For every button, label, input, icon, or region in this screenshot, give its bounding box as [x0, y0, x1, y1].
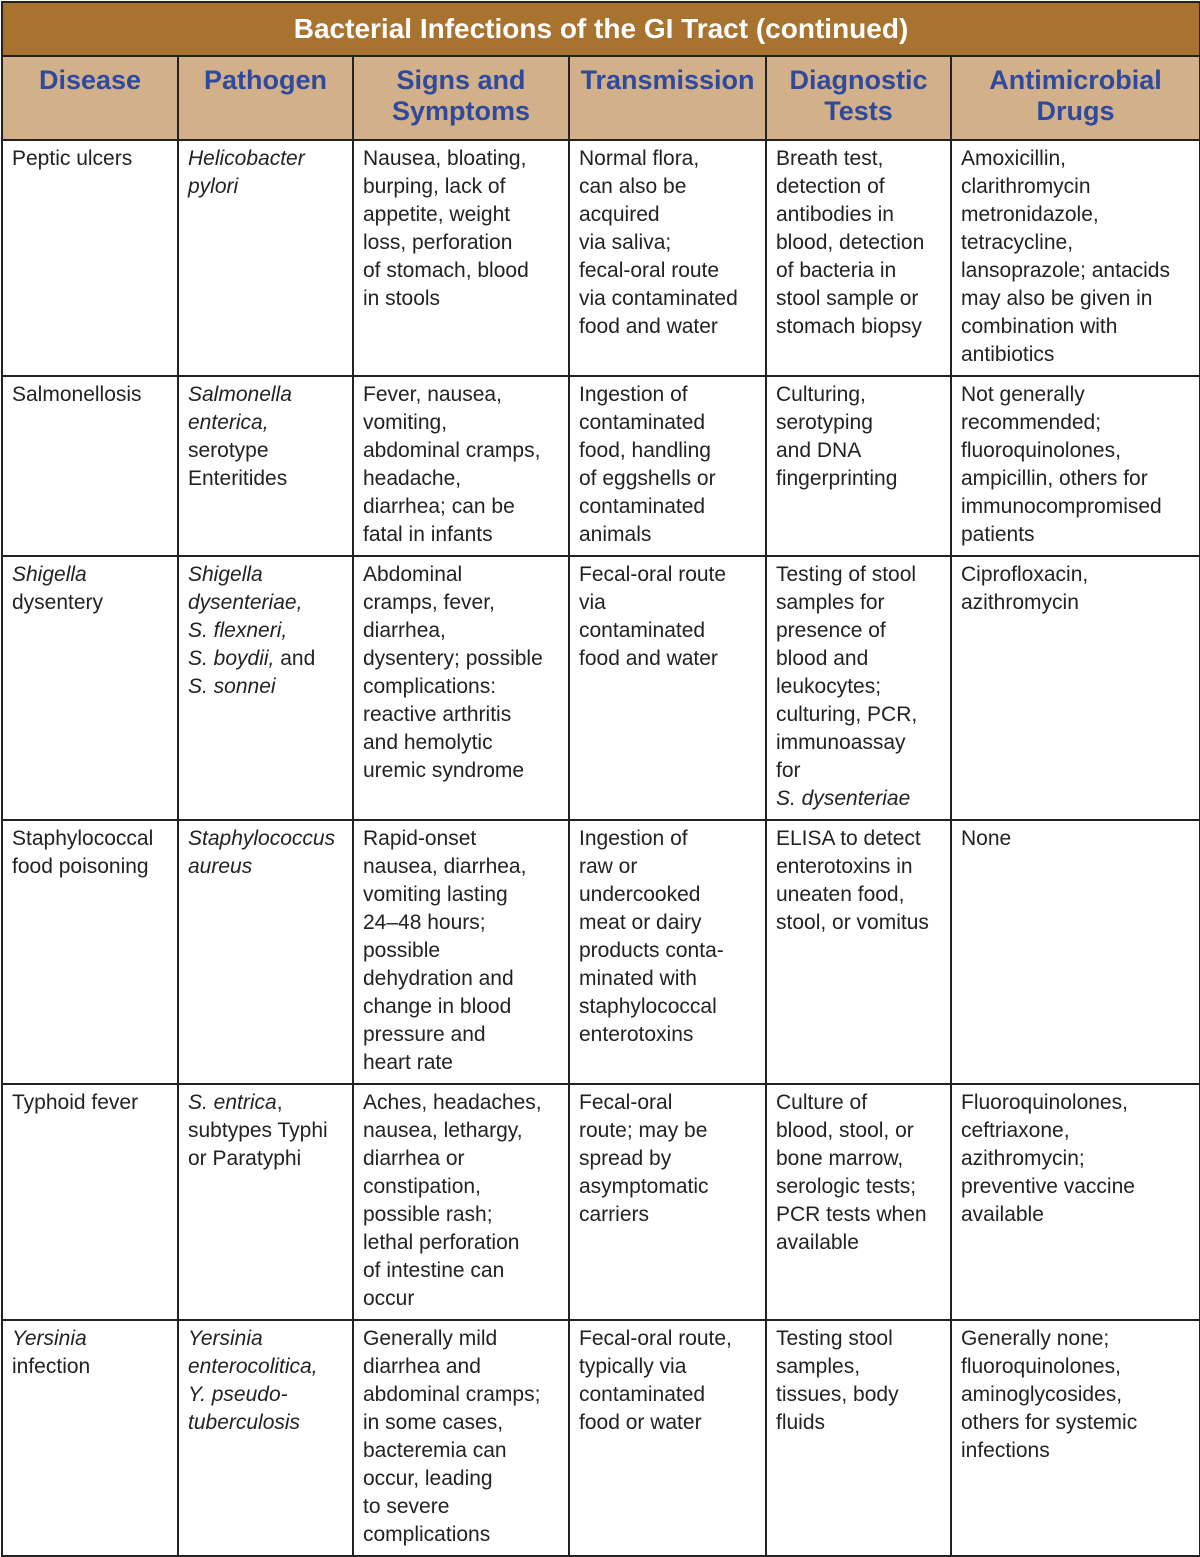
- cell-pathogen: Helicobacter pylori: [177, 139, 354, 377]
- text: Aches, headaches, nausea, lethargy, diar…: [363, 1091, 542, 1310]
- italic-text: Yersinia enterocolitica, Y. pseudo- tube…: [188, 1327, 318, 1434]
- cell-disease: Staphylococcal food poisoning: [1, 819, 179, 1085]
- cell-transmission: Ingestion of contaminated food, handling…: [568, 375, 767, 557]
- text: Culturing, serotyping and DNA fingerprin…: [776, 383, 898, 490]
- cell-antimicrobial-drugs: Amoxicillin, clarithromycin metronidazol…: [949, 139, 1200, 377]
- text: Fever, nausea, vomiting, abdominal cramp…: [363, 383, 541, 546]
- text: dysentery: [12, 591, 104, 614]
- text: Abdominal cramps, fever, diarrhea, dysen…: [363, 563, 543, 782]
- text: Culture of blood, stool, or bone marrow,…: [776, 1091, 927, 1254]
- cell-transmission: Normal flora, can also be acquired via s…: [568, 139, 767, 377]
- italic-text: Salmonella enterica,: [188, 383, 292, 434]
- italic-text: Staphylococcus aureus: [188, 827, 336, 878]
- cell-disease: Yersinia infection: [1, 1319, 179, 1557]
- text: Rapid-onset nausea, diarrhea, vomiting l…: [363, 827, 527, 1074]
- cell-pathogen: Salmonella enterica, serotype Enteritide…: [177, 375, 354, 557]
- cell-signs-symptoms: Abdominal cramps, fever, diarrhea, dysen…: [352, 555, 570, 821]
- cell-antimicrobial-drugs: Not generally recommended; fluoroquinolo…: [949, 375, 1200, 557]
- cell-diagnostic-tests: Testing stool samples, tissues, body flu…: [765, 1319, 952, 1557]
- text: and: [280, 647, 316, 670]
- text: serotype Enteritides: [188, 439, 288, 490]
- table-body: Peptic ulcers Helicobacter pylori Nausea, …: [1, 139, 1200, 1557]
- text: Generally mild diarrhea and abdominal cr…: [363, 1327, 541, 1546]
- column-header-diagnostic-tests: Diagnostic Tests: [765, 55, 952, 141]
- text: Testing of stool samples for presence of…: [776, 563, 918, 782]
- cell-pathogen: Staphylococcus aureus: [177, 819, 354, 1085]
- cell-antimicrobial-drugs: Generally none; fluoroquinolones, aminog…: [949, 1319, 1200, 1557]
- italic-text: Helicobacter pylori: [188, 147, 305, 198]
- cell-diagnostic-tests: Breath test, detection of antibodies in …: [765, 139, 952, 377]
- text: Generally none; fluoroquinolones, aminog…: [961, 1327, 1138, 1462]
- text: Staphylococcal food poisoning: [12, 827, 154, 878]
- cell-signs-symptoms: Rapid-onset nausea, diarrhea, vomiting l…: [352, 819, 570, 1085]
- cell-signs-symptoms: Fever, nausea, vomiting, abdominal cramp…: [352, 375, 570, 557]
- cell-transmission: Fecal-oral route; may be spread by asymp…: [568, 1083, 767, 1321]
- cell-pathogen: S. entrica, subtypes Typhi or Paratyphi: [177, 1083, 354, 1321]
- cell-antimicrobial-drugs: Fluoroquinolones, ceftriaxone, azithromy…: [949, 1083, 1200, 1321]
- text: Breath test, detection of antibodies in …: [776, 147, 925, 338]
- table-row: Salmonellosis Salmonella enterica, seroty…: [1, 375, 1200, 557]
- table-row: Staphylococcal food poisoning Staphylococ…: [1, 819, 1200, 1085]
- text: Fluoroquinolones, ceftriaxone, azithromy…: [961, 1091, 1135, 1226]
- text: , subtypes Typhi or Paratyphi: [188, 1091, 328, 1170]
- italic-text: Shigella: [12, 563, 87, 586]
- italic-text: S. sonnei: [188, 675, 276, 698]
- cell-pathogen: Yersinia enterocolitica, Y. pseudo- tube…: [177, 1319, 354, 1557]
- cell-diagnostic-tests: ELISA to detect enterotoxins in uneaten …: [765, 819, 952, 1085]
- italic-text: Shigella dysenteriae, S. flexneri, S. bo…: [188, 563, 303, 670]
- header-row: Disease Pathogen Signs and Symptoms Transmis…: [1, 55, 1200, 141]
- column-header-antimicrobial-drugs: Antimicrobial Drugs: [949, 55, 1200, 141]
- cell-signs-symptoms: Aches, headaches, nausea, lethargy, diar…: [352, 1083, 570, 1321]
- cell-disease: Salmonellosis: [1, 375, 179, 557]
- cell-diagnostic-tests: Culture of blood, stool, or bone marrow,…: [765, 1083, 952, 1321]
- column-header-disease: Disease: [1, 55, 179, 141]
- cell-antimicrobial-drugs: Ciprofloxacin, azithromycin: [949, 555, 1200, 821]
- cell-antimicrobial-drugs: None: [949, 819, 1200, 1085]
- text: Fecal-oral route, typically via contamin…: [579, 1327, 732, 1434]
- cell-transmission: Ingestion of raw or undercooked meat or …: [568, 819, 767, 1085]
- cell-signs-symptoms: Generally mild diarrhea and abdominal cr…: [352, 1319, 570, 1557]
- text: Ingestion of contaminated food, handling…: [579, 383, 716, 546]
- text: Salmonellosis: [12, 383, 142, 406]
- text: infection: [12, 1355, 91, 1378]
- text: Fecal-oral route via contaminated food a…: [579, 563, 727, 670]
- cell-signs-symptoms: Nausea, bloating, burping, lack of appet…: [352, 139, 570, 377]
- text: Testing stool samples, tissues, body flu…: [776, 1327, 899, 1434]
- text: None: [961, 827, 1012, 850]
- cell-disease: Peptic ulcers: [1, 139, 179, 377]
- text: Peptic ulcers: [12, 147, 133, 170]
- text: Amoxicillin, clarithromycin metronidazol…: [961, 147, 1170, 366]
- italic-text: S. entrica: [188, 1091, 277, 1114]
- table-row: Shigella dysentery Shigella dysenteriae, …: [1, 555, 1200, 821]
- text: Typhoid fever: [12, 1091, 139, 1114]
- italic-text: Yersinia: [12, 1327, 87, 1350]
- column-header-pathogen: Pathogen: [177, 55, 354, 141]
- table-title: Bacterial Infections of the GI Tract (co…: [0, 1, 1200, 57]
- column-header-transmission: Transmission: [568, 55, 767, 141]
- cell-disease: Typhoid fever: [1, 1083, 179, 1321]
- text: Normal flora, can also be acquired via s…: [579, 147, 738, 338]
- cell-diagnostic-tests: Culturing, serotyping and DNA fingerprin…: [765, 375, 952, 557]
- column-header-signs-symptoms: Signs and Symptoms: [352, 55, 570, 141]
- text: Fecal-oral route; may be spread by asymp…: [579, 1091, 709, 1226]
- cell-diagnostic-tests: Testing of stool samples for presence of…: [765, 555, 952, 821]
- text: ELISA to detect enterotoxins in uneaten …: [776, 827, 929, 934]
- cell-transmission: Fecal-oral route via contaminated food a…: [568, 555, 767, 821]
- cell-disease: Shigella dysentery: [1, 555, 179, 821]
- table-row: Typhoid fever S. entrica, subtypes Typhi …: [1, 1083, 1200, 1321]
- table-row: Peptic ulcers Helicobacter pylori Nausea, …: [1, 139, 1200, 377]
- italic-text: S. dysenteriae: [776, 787, 911, 810]
- table-row: Yersinia infection Yersinia enterocolitic…: [1, 1319, 1200, 1557]
- cell-pathogen: Shigella dysenteriae, S. flexneri, S. bo…: [177, 555, 354, 821]
- text: Ciprofloxacin, azithromycin: [961, 563, 1089, 614]
- text: Ingestion of raw or undercooked meat or …: [579, 827, 724, 1046]
- text: Nausea, bloating, burping, lack of appet…: [363, 147, 529, 310]
- text: Not generally recommended; fluoroquinolo…: [961, 383, 1162, 546]
- cell-transmission: Fecal-oral route, typically via contamin…: [568, 1319, 767, 1557]
